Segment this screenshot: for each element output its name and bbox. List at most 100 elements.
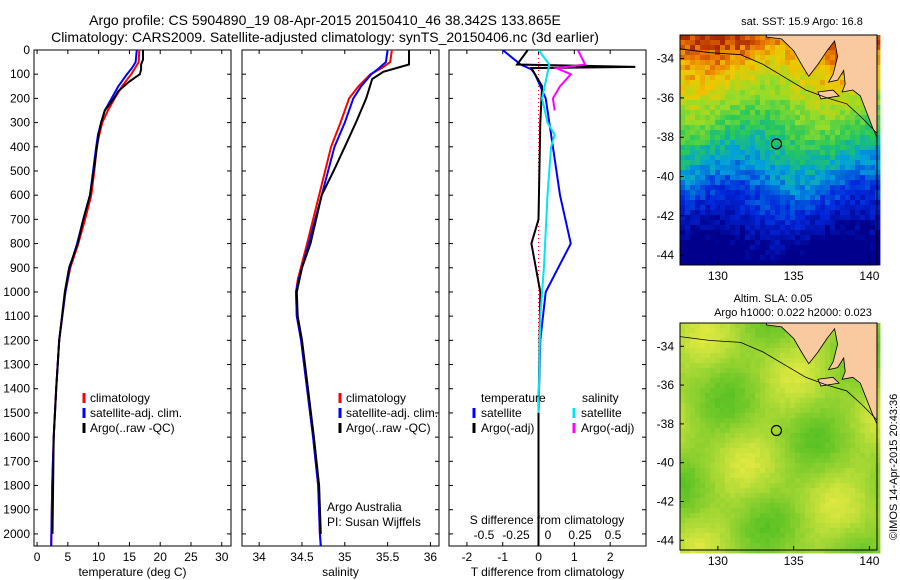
map-0-pixel bbox=[730, 170, 736, 176]
map-0-pixel bbox=[690, 70, 696, 76]
map-1-pixel bbox=[875, 438, 881, 444]
map-1-pixel bbox=[850, 473, 856, 479]
map-1-pixel bbox=[695, 333, 701, 339]
map-1-pixel bbox=[685, 483, 691, 489]
map-0-pixel bbox=[845, 250, 851, 256]
map-1-pixel bbox=[750, 483, 756, 489]
map-0-pixel bbox=[805, 160, 811, 166]
map-0-pixel bbox=[695, 115, 701, 121]
map-1-pixel bbox=[700, 498, 706, 504]
map-0-pixel bbox=[690, 115, 696, 121]
map-0-pixel bbox=[725, 100, 731, 106]
map-1-pixel bbox=[795, 368, 801, 374]
map-0-pixel bbox=[860, 245, 866, 251]
map-0-pixel bbox=[755, 130, 761, 136]
map-1-pixel bbox=[865, 518, 871, 524]
map-0-pixel bbox=[860, 235, 866, 241]
map-1-pixel bbox=[780, 493, 786, 499]
map-0-pixel bbox=[830, 95, 836, 101]
map-0-pixel bbox=[700, 190, 706, 196]
map-1-pixel bbox=[790, 338, 796, 344]
map-1-pixel bbox=[780, 473, 786, 479]
map-0-pixel bbox=[690, 120, 696, 126]
map-1-pixel bbox=[720, 338, 726, 344]
map-1-pixel bbox=[810, 433, 816, 439]
map-1-pixel bbox=[705, 428, 711, 434]
map-1-pixel bbox=[685, 368, 691, 374]
map-0-pixel bbox=[685, 70, 691, 76]
map-1-pixel bbox=[770, 478, 776, 484]
map-1-pixel bbox=[715, 498, 721, 504]
map-0-pixel bbox=[690, 160, 696, 166]
map-1-pixel bbox=[745, 348, 751, 354]
map-1-pixel bbox=[765, 493, 771, 499]
map-1-pixel bbox=[775, 438, 781, 444]
map-0-pixel bbox=[700, 200, 706, 206]
map-0-pixel bbox=[865, 170, 871, 176]
map-0-pixel bbox=[800, 100, 806, 106]
map-1-pixel bbox=[725, 488, 731, 494]
map-0-pixel bbox=[780, 250, 786, 256]
map-1-pixel bbox=[725, 483, 731, 489]
map-1-pixel bbox=[735, 538, 741, 544]
map-0-pixel bbox=[785, 220, 791, 226]
map-1-pixel bbox=[720, 483, 726, 489]
map-1-pixel bbox=[725, 503, 731, 509]
map-1-pixel bbox=[825, 353, 831, 359]
map-1-pixel bbox=[835, 433, 841, 439]
map-0-pixel bbox=[730, 240, 736, 246]
map-0-pixel bbox=[820, 125, 826, 131]
map-0-pixel bbox=[695, 215, 701, 221]
map-1-pixel bbox=[780, 528, 786, 534]
map-0-pixel bbox=[785, 110, 791, 116]
map-0-pixel bbox=[785, 70, 791, 76]
map-1-pixel bbox=[770, 533, 776, 539]
map-1-pixel bbox=[875, 373, 881, 379]
map-1-pixel bbox=[830, 483, 836, 489]
map-1-pixel bbox=[725, 428, 731, 434]
map-1-pixel bbox=[830, 348, 836, 354]
map-0-pixel bbox=[785, 140, 791, 146]
map-0-pixel bbox=[825, 200, 831, 206]
map-0-pixel bbox=[735, 190, 741, 196]
map-0-pixel bbox=[725, 170, 731, 176]
map-0-pixel bbox=[775, 150, 781, 156]
map-1-pixel bbox=[720, 518, 726, 524]
map-0-pixel bbox=[710, 105, 716, 111]
map-0-pixel bbox=[755, 215, 761, 221]
map-1-pixel bbox=[815, 413, 821, 419]
map-1-pixel bbox=[780, 378, 786, 384]
map-1-pixel bbox=[825, 543, 831, 549]
map-1-pixel bbox=[825, 393, 831, 399]
map-1-pixel bbox=[705, 418, 711, 424]
map-1-pixel bbox=[685, 408, 691, 414]
map-1-pixel bbox=[800, 368, 806, 374]
map-1-pixel bbox=[825, 438, 831, 444]
map-0-pixel bbox=[720, 140, 726, 146]
figure-header: Argo profile: CS 5904890_19 08-Apr-2015 … bbox=[0, 12, 650, 46]
map-1-pixel bbox=[720, 543, 726, 549]
map-1-pixel bbox=[845, 393, 851, 399]
map-0-pixel bbox=[865, 215, 871, 221]
map-0-pixel bbox=[680, 70, 686, 76]
map-0-pixel bbox=[695, 170, 701, 176]
map-1-pixel bbox=[865, 448, 871, 454]
map-1-pixel bbox=[870, 523, 876, 529]
map-1-pixel bbox=[790, 383, 796, 389]
map-0-pixel bbox=[705, 160, 711, 166]
map-1-pixel bbox=[705, 388, 711, 394]
sla-map-title: Altim. SLA: 0.05 bbox=[734, 293, 813, 305]
map-1-pixel bbox=[755, 488, 761, 494]
map-0-pixel bbox=[725, 215, 731, 221]
map-0-pixel bbox=[780, 210, 786, 216]
map-1-pixel bbox=[735, 348, 741, 354]
map-0-pixel bbox=[815, 170, 821, 176]
map-0-pixel bbox=[790, 260, 796, 266]
map-1-pixel bbox=[815, 508, 821, 514]
map-1-pixel bbox=[810, 378, 816, 384]
map-0-pixel bbox=[815, 225, 821, 231]
map-1-pixel bbox=[820, 408, 826, 414]
map-1-pixel bbox=[755, 463, 761, 469]
map-0-pixel bbox=[805, 210, 811, 216]
map-1-pixel bbox=[805, 393, 811, 399]
